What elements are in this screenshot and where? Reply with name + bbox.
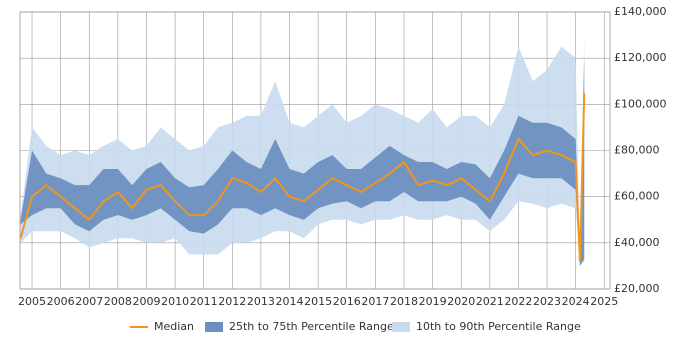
x-tick-label: 2025 [590, 295, 618, 308]
x-tick-label: 2018 [390, 295, 418, 308]
x-tick-label: 2007 [75, 295, 103, 308]
x-tick-label: 2006 [47, 295, 75, 308]
legend-label: 10th to 90th Percentile Range [416, 320, 581, 333]
y-tick-label: £120,000 [614, 51, 667, 64]
x-tick-label: 2023 [533, 295, 561, 308]
y-tick-label: £80,000 [614, 144, 660, 157]
y-tick-label: £100,000 [614, 97, 667, 110]
x-tick-label: 2010 [161, 295, 189, 308]
legend-label: 25th to 75th Percentile Range [229, 320, 394, 333]
y-tick-label: £140,000 [614, 5, 667, 18]
y-tick-label: £20,000 [614, 282, 660, 295]
x-tick-label: 2012 [218, 295, 246, 308]
x-tick-label: 2017 [361, 295, 389, 308]
x-tick-label: 2008 [104, 295, 132, 308]
x-tick-label: 2011 [190, 295, 218, 308]
legend-swatch [392, 322, 410, 332]
legend-label: Median [154, 320, 194, 333]
legend-swatch [205, 322, 223, 332]
x-tick-label: 2014 [276, 295, 304, 308]
median-line [19, 92, 586, 262]
y-tick-label: £40,000 [614, 236, 660, 249]
x-tick-label: 2009 [132, 295, 160, 308]
x-tick-label: 2016 [333, 295, 361, 308]
x-tick-label: 2022 [504, 295, 532, 308]
x-tick-label: 2019 [419, 295, 447, 308]
y-tick-label: £60,000 [614, 190, 660, 203]
x-tick-label: 2021 [476, 295, 504, 308]
x-tick-label: 2024 [562, 295, 590, 308]
x-tick-label: 2005 [18, 295, 46, 308]
x-tick-label: 2013 [247, 295, 275, 308]
x-tick-label: 2020 [447, 295, 475, 308]
x-tick-label: 2015 [304, 295, 332, 308]
